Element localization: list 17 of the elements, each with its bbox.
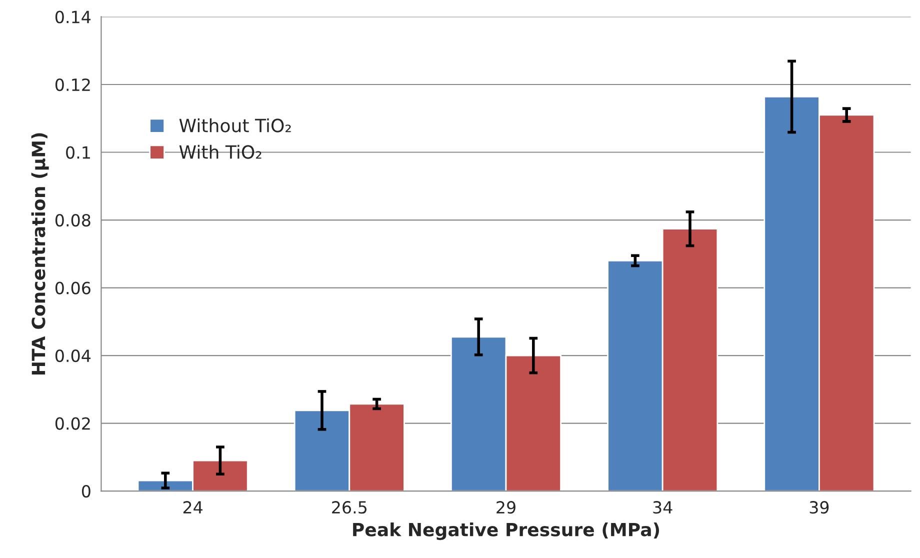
legend-label: With TiO₂: [179, 144, 262, 159]
x-tick-label: 39: [810, 501, 829, 514]
y-tick-label: 0.1: [66, 146, 90, 159]
y-tick-label: 0.12: [55, 78, 90, 92]
x-tick-label: 24: [183, 501, 202, 514]
y-tick-label: 0: [82, 485, 90, 498]
y-axis-title: HTA Concentration (µM): [31, 133, 49, 374]
y-tick-label: 0.02: [55, 417, 90, 430]
x-axis-title: Peak Negative Pressure (MPa): [353, 522, 660, 540]
y-tick-label: 0.04: [55, 349, 91, 362]
x-tick-label: 34: [653, 501, 672, 514]
x-tick-label: 26.5: [332, 501, 367, 514]
legend-label: Without TiO₂: [179, 118, 291, 132]
y-tick-label: 0.14: [55, 10, 91, 24]
x-tick-label: 29: [496, 501, 516, 514]
y-tick-label: 0.06: [55, 282, 90, 294]
y-tick-label: 0.08: [55, 214, 90, 227]
